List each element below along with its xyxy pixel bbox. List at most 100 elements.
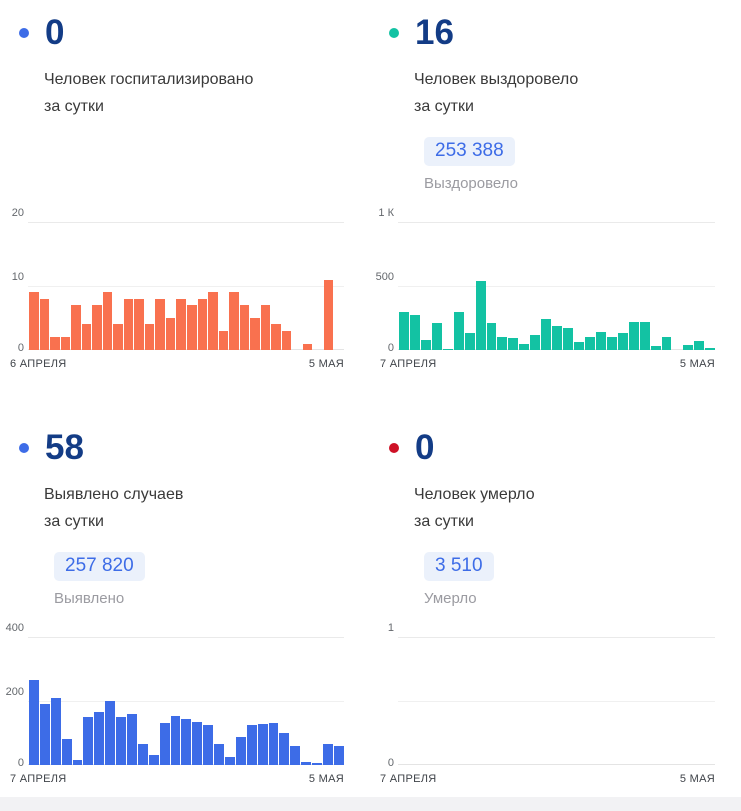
- bar[interactable]: [176, 298, 186, 350]
- stat-row: 0: [370, 415, 741, 467]
- bar[interactable]: [453, 311, 464, 350]
- bar[interactable]: [50, 337, 60, 350]
- bar[interactable]: [595, 332, 606, 350]
- gridline: [28, 222, 344, 223]
- bar[interactable]: [639, 321, 650, 350]
- bar[interactable]: [102, 292, 113, 350]
- chart-deaths: 1 0 7 АПРЕЛЯ 5 МАЯ: [370, 622, 741, 785]
- bar[interactable]: [218, 330, 229, 350]
- bar[interactable]: [235, 736, 246, 765]
- bar[interactable]: [650, 346, 661, 350]
- bar[interactable]: [29, 292, 39, 350]
- bar[interactable]: [420, 339, 431, 350]
- bar[interactable]: [181, 718, 192, 765]
- total-badge-detected: 257 820: [54, 552, 145, 581]
- bar[interactable]: [683, 344, 694, 350]
- bar[interactable]: [170, 716, 181, 765]
- bar[interactable]: [203, 725, 214, 765]
- status-dot-blue: [19, 443, 29, 453]
- x-axis-labels: 6 АПРЕЛЯ 5 МАЯ: [10, 358, 344, 370]
- bar[interactable]: [92, 305, 102, 350]
- bar[interactable]: [159, 723, 170, 765]
- bar[interactable]: [123, 298, 134, 350]
- bar[interactable]: [281, 330, 292, 350]
- bar[interactable]: [39, 704, 50, 765]
- gridline: [398, 764, 715, 765]
- bar[interactable]: [105, 701, 116, 765]
- bar[interactable]: [302, 343, 313, 350]
- stat-label-line1: Человек госпитализировано: [44, 71, 254, 88]
- bar[interactable]: [127, 713, 137, 765]
- bar[interactable]: [574, 342, 584, 350]
- y-tick: 0: [17, 757, 24, 769]
- bar[interactable]: [301, 762, 312, 765]
- bar[interactable]: [584, 337, 595, 350]
- bar[interactable]: [81, 324, 92, 350]
- bar[interactable]: [144, 324, 155, 350]
- bar[interactable]: [409, 315, 420, 350]
- bar[interactable]: [186, 305, 197, 350]
- bar[interactable]: [323, 744, 333, 765]
- bar[interactable]: [116, 717, 127, 765]
- bar[interactable]: [61, 739, 72, 765]
- bar[interactable]: [705, 348, 716, 350]
- bar[interactable]: [250, 318, 260, 350]
- bar[interactable]: [271, 324, 281, 350]
- bar[interactable]: [192, 721, 203, 765]
- bar[interactable]: [197, 298, 208, 350]
- bar[interactable]: [50, 697, 61, 765]
- bar[interactable]: [628, 322, 639, 350]
- bar[interactable]: [606, 337, 617, 350]
- bar[interactable]: [214, 744, 225, 765]
- bar[interactable]: [94, 712, 105, 765]
- bar[interactable]: [279, 733, 290, 765]
- bar[interactable]: [661, 337, 672, 350]
- bar[interactable]: [113, 324, 123, 350]
- bar[interactable]: [165, 318, 176, 350]
- bar[interactable]: [541, 319, 552, 350]
- bar[interactable]: [323, 279, 334, 350]
- bar[interactable]: [60, 337, 71, 350]
- bar[interactable]: [694, 341, 705, 350]
- bar[interactable]: [260, 305, 271, 350]
- bar[interactable]: [530, 334, 541, 350]
- bar[interactable]: [563, 327, 573, 350]
- bar[interactable]: [83, 717, 94, 765]
- bar[interactable]: [148, 755, 159, 765]
- bar[interactable]: [399, 311, 409, 350]
- plot-area: 1 0: [388, 622, 715, 769]
- bar[interactable]: [257, 724, 268, 765]
- bar[interactable]: [39, 298, 50, 350]
- bar[interactable]: [29, 680, 39, 765]
- bar[interactable]: [71, 305, 81, 350]
- chart-detected: 400 200 0 7 АПРЕЛЯ 5 МАЯ: [0, 622, 370, 785]
- stat-label-line1: Человек умерло: [414, 486, 535, 503]
- bar[interactable]: [268, 723, 279, 765]
- bar[interactable]: [431, 323, 442, 350]
- bar[interactable]: [617, 333, 628, 350]
- bar[interactable]: [239, 305, 250, 350]
- bar[interactable]: [497, 337, 508, 350]
- bar[interactable]: [246, 725, 257, 765]
- bar[interactable]: [552, 325, 563, 350]
- status-dot-red: [389, 443, 399, 453]
- bar[interactable]: [290, 746, 301, 765]
- bar[interactable]: [475, 280, 486, 350]
- stat-row: 16: [370, 0, 741, 52]
- bar[interactable]: [519, 343, 530, 350]
- bar[interactable]: [155, 298, 165, 350]
- bar[interactable]: [486, 323, 497, 350]
- bar[interactable]: [225, 757, 235, 765]
- bar[interactable]: [72, 760, 83, 765]
- bar[interactable]: [464, 333, 475, 350]
- bar[interactable]: [134, 298, 144, 350]
- bar[interactable]: [208, 292, 218, 350]
- bar[interactable]: [333, 745, 344, 765]
- bar[interactable]: [312, 763, 323, 765]
- gridline: [28, 701, 344, 702]
- bar[interactable]: [442, 348, 453, 350]
- bar[interactable]: [508, 338, 519, 350]
- bar[interactable]: [229, 292, 239, 350]
- bar[interactable]: [137, 744, 148, 765]
